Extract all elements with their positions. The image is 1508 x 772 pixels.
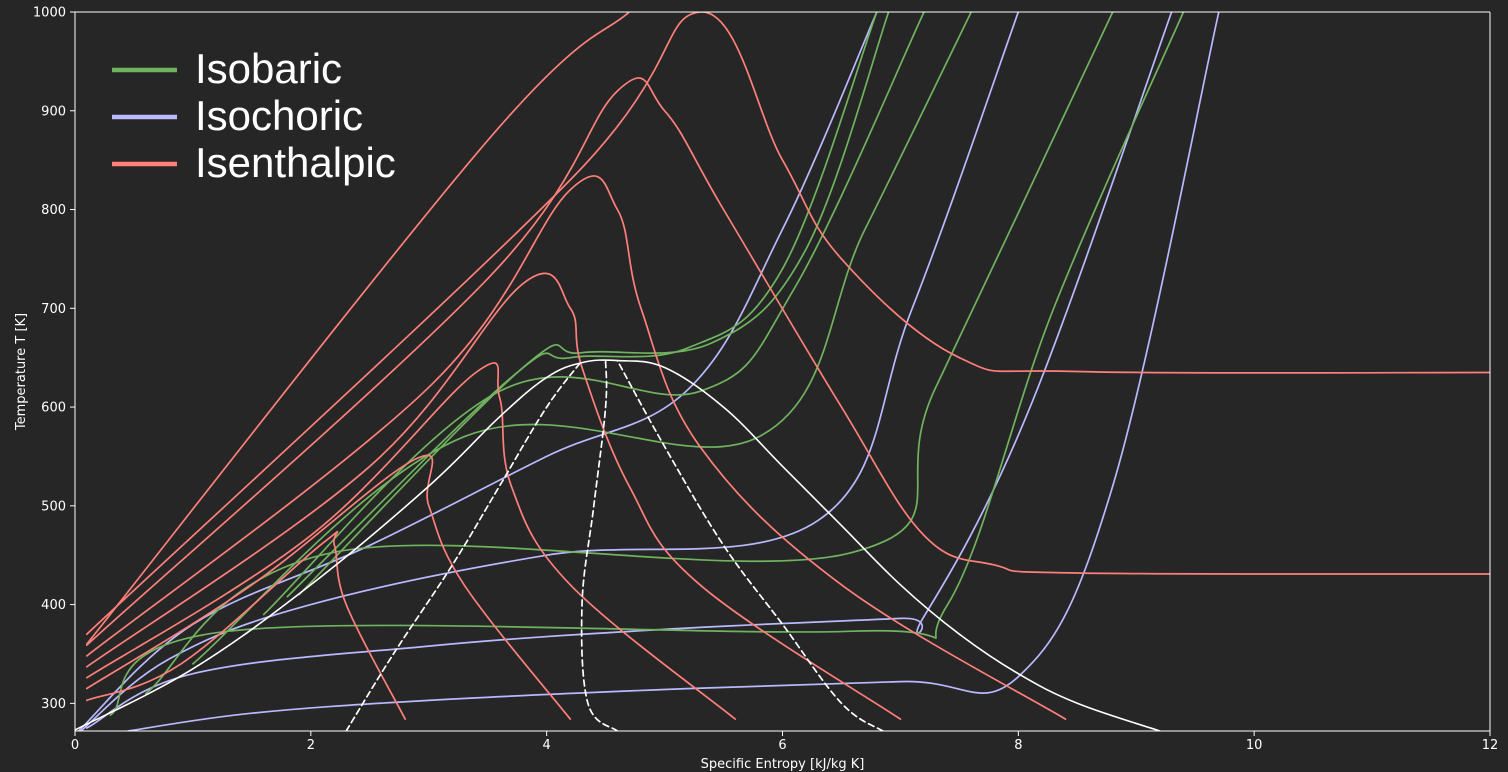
isenthalpic-line-2	[85, 454, 572, 720]
isenthalpic-line-7	[85, 12, 1490, 636]
isobaric-line-6	[298, 12, 890, 596]
isobaric-line-3	[192, 12, 973, 665]
y-tick-label: 900	[41, 104, 66, 119]
y-tick-label: 500	[41, 499, 66, 514]
y-tick-label: 1000	[33, 6, 66, 21]
quality-line-3	[616, 359, 884, 731]
isobaric-line-2	[144, 12, 1114, 695]
y-tick-label: 300	[41, 697, 66, 712]
isochoric-line-1	[127, 12, 1220, 731]
legend-label-isobaric: Isobaric	[195, 45, 342, 92]
legend-label-isenthalpic: Isenthalpic	[195, 139, 396, 186]
quality-line-1	[345, 359, 583, 731]
x-tick-label: 6	[778, 738, 786, 753]
saturation-line-1	[75, 359, 1161, 731]
series-layer	[75, 12, 1490, 731]
y-axis-label: Temperature T [K]	[14, 313, 29, 431]
isenthalpic-line-1	[85, 530, 407, 720]
isochoric-line-3	[80, 12, 1020, 731]
x-tick-label: 0	[71, 738, 79, 753]
isenthalpic-line-6	[85, 77, 1490, 646]
isobaric-line-5	[286, 12, 878, 598]
y-tick-label: 600	[41, 401, 66, 416]
legend-label-isochoric: Isochoric	[195, 92, 363, 139]
y-tick-label: 700	[41, 302, 66, 317]
isenthalpic-line-8	[85, 12, 631, 645]
x-tick-label: 2	[307, 738, 315, 753]
isenthalpic-line-4	[85, 272, 902, 720]
x-tick-label: 8	[1014, 738, 1022, 753]
x-tick-label: 12	[1482, 738, 1499, 753]
x-tick-label: 4	[543, 738, 551, 753]
isochoric-line-2	[85, 12, 1173, 729]
ticks-layer: 0 2 4 6 8 10 12 300 400 500 600 700 800 900 1000	[33, 6, 1498, 754]
isenthalpic-line-5	[85, 175, 1067, 720]
x-tick-label: 10	[1246, 738, 1263, 753]
quality-line-2	[580, 359, 619, 731]
y-tick-label: 800	[41, 203, 66, 218]
x-axis-label: Specific Entropy [kJ/kg K]	[701, 757, 865, 772]
isobaric-line-4	[262, 12, 925, 616]
isenthalpic-line-3	[85, 362, 737, 720]
y-tick-label: 400	[41, 598, 66, 613]
